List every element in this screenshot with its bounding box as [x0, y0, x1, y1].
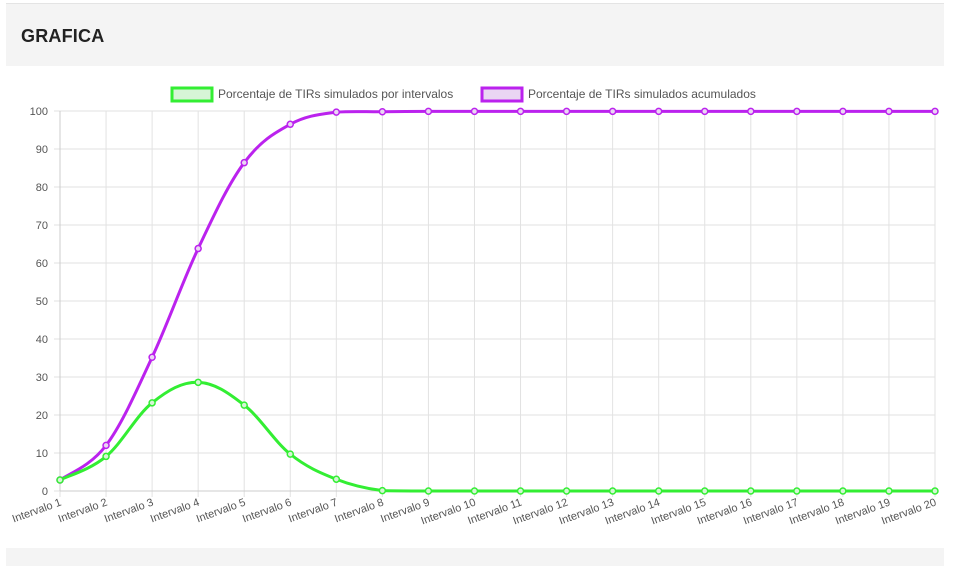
- series-line-2: [58, 109, 937, 482]
- page-title: GRAFICA: [21, 26, 105, 46]
- data-point[interactable]: [378, 486, 387, 495]
- data-point[interactable]: [608, 487, 617, 495]
- data-point[interactable]: [240, 401, 248, 409]
- data-point[interactable]: [286, 120, 295, 129]
- legend-item-1[interactable]: Porcentaje de TIRs simulados por interva…: [170, 86, 453, 103]
- data-point[interactable]: [885, 487, 893, 495]
- data-point[interactable]: [793, 487, 801, 495]
- data-point[interactable]: [562, 487, 571, 495]
- y-tick-label: 100: [30, 106, 48, 118]
- x-tick-label: Intervalo 3: [103, 497, 155, 526]
- data-point[interactable]: [700, 487, 709, 495]
- legend-label: Porcentaje de TIRs simulados acumulados: [528, 87, 756, 101]
- legend-swatch: [480, 86, 524, 103]
- data-point[interactable]: [562, 107, 571, 116]
- data-point[interactable]: [793, 107, 801, 116]
- chart-series: [56, 107, 939, 495]
- data-point[interactable]: [516, 107, 525, 116]
- chart-legend: Porcentaje de TIRs simulados por interva…: [170, 86, 756, 103]
- card-footer: [6, 548, 944, 566]
- data-point[interactable]: [424, 107, 433, 116]
- data-point[interactable]: [102, 452, 110, 461]
- data-point[interactable]: [240, 158, 248, 167]
- data-point[interactable]: [747, 487, 755, 495]
- data-point[interactable]: [747, 107, 755, 116]
- data-point[interactable]: [378, 108, 387, 116]
- legend-swatch: [170, 86, 214, 103]
- data-point[interactable]: [839, 107, 847, 116]
- legend-label: Porcentaje de TIRs simulados por interva…: [218, 87, 453, 101]
- x-tick-label: Intervalo 7: [287, 497, 339, 526]
- x-tick-label: Intervalo 5: [195, 497, 247, 526]
- data-point[interactable]: [516, 487, 525, 495]
- data-point[interactable]: [608, 107, 617, 116]
- data-point[interactable]: [148, 353, 156, 361]
- y-tick-label: 80: [36, 182, 48, 194]
- legend-item-2[interactable]: Porcentaje de TIRs simulados acumulados: [480, 86, 756, 103]
- data-point[interactable]: [839, 487, 847, 495]
- x-tick-label: Intervalo 6: [241, 497, 293, 526]
- x-tick-label: Intervalo 8: [333, 497, 385, 526]
- data-point[interactable]: [470, 487, 479, 495]
- y-tick-label: 20: [36, 410, 48, 422]
- x-tick-label: Intervalo 4: [149, 497, 201, 526]
- x-tick-label: Intervalo 2: [57, 497, 109, 526]
- data-point[interactable]: [332, 475, 341, 483]
- data-point[interactable]: [885, 107, 893, 116]
- y-tick-label: 10: [36, 448, 48, 460]
- y-tick-label: 90: [36, 144, 48, 156]
- data-point[interactable]: [654, 107, 663, 116]
- data-point[interactable]: [424, 487, 433, 495]
- y-tick-label: 70: [36, 220, 48, 232]
- data-point[interactable]: [194, 244, 202, 253]
- x-tick-label: Intervalo 1: [11, 497, 63, 526]
- y-tick-label: 30: [36, 372, 48, 384]
- y-tick-label: 60: [36, 258, 48, 270]
- data-point[interactable]: [931, 487, 939, 495]
- data-point[interactable]: [102, 441, 110, 450]
- data-point[interactable]: [931, 107, 939, 116]
- card-header: GRAFICA: [6, 3, 944, 66]
- data-point[interactable]: [56, 476, 64, 484]
- data-point[interactable]: [654, 487, 663, 495]
- series-line-1: [58, 380, 937, 493]
- y-tick-label: 0: [42, 486, 48, 498]
- chart-grid: [54, 110, 936, 497]
- data-point[interactable]: [148, 399, 156, 407]
- y-tick-label: 50: [36, 296, 48, 308]
- data-point[interactable]: [470, 107, 479, 116]
- data-point[interactable]: [700, 107, 709, 116]
- data-point[interactable]: [332, 108, 341, 116]
- y-tick-label: 40: [36, 334, 48, 346]
- data-point[interactable]: [194, 378, 202, 387]
- y-axis: 0 10 20 30 40 50 60 70 80 90 100: [30, 106, 61, 498]
- data-point[interactable]: [286, 450, 295, 458]
